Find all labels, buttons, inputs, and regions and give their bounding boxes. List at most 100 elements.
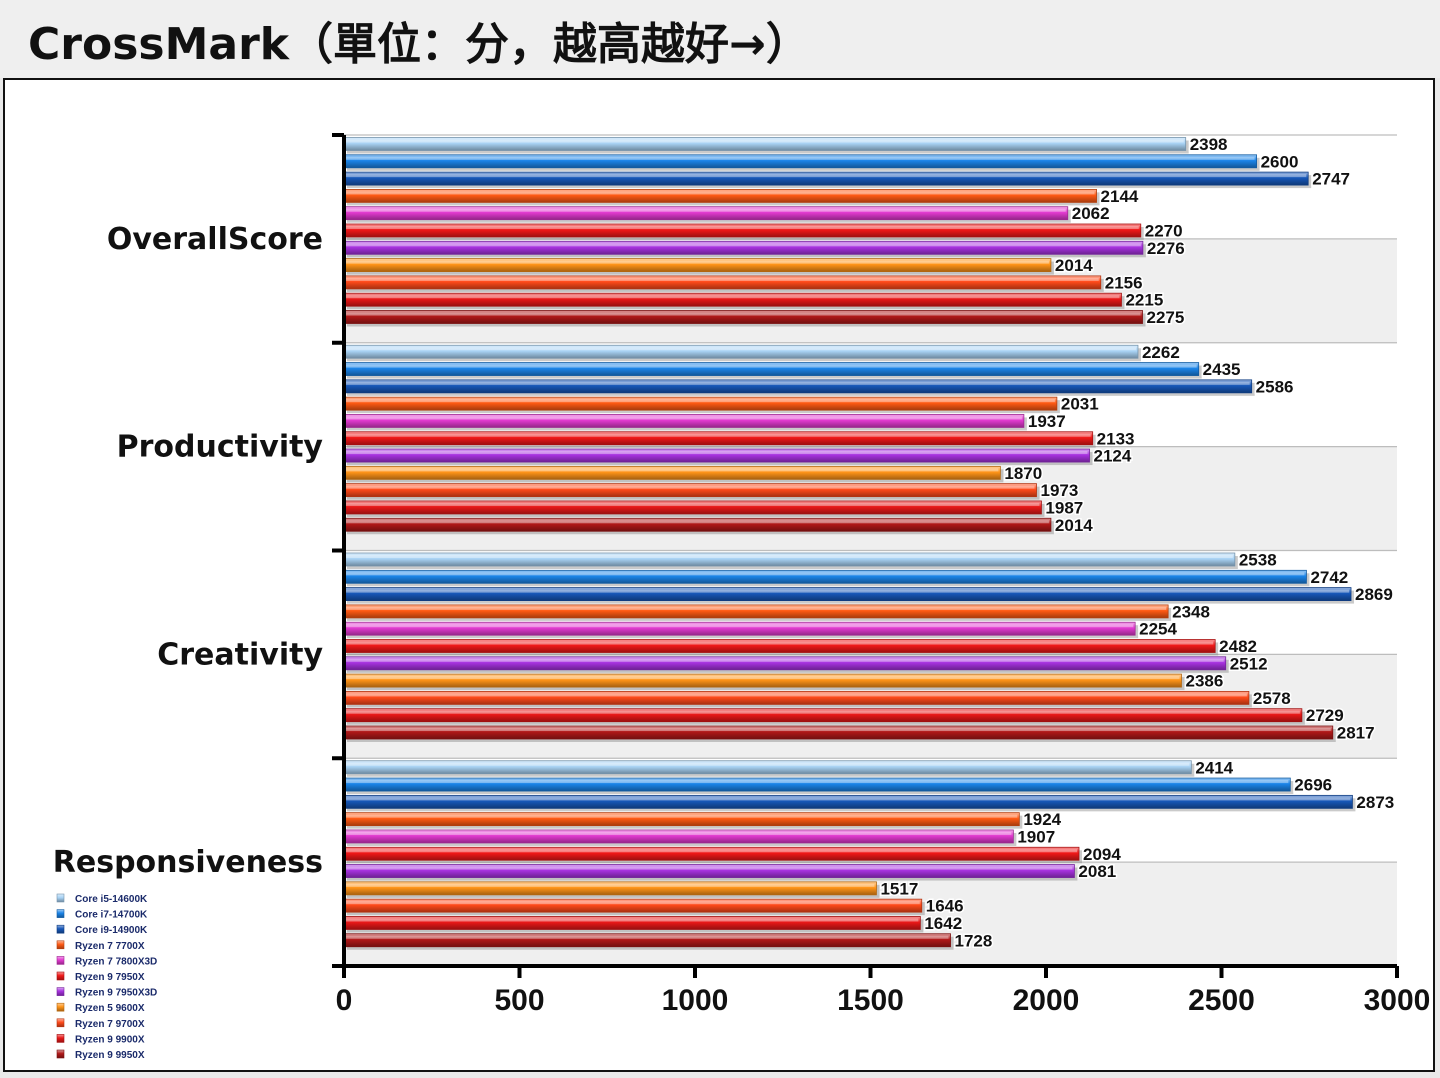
value-label: 2578: [1253, 689, 1291, 708]
bar: [343, 587, 1352, 602]
value-label: 2869: [1355, 585, 1393, 604]
bar-highlight: [346, 451, 1088, 455]
value-label: 2276: [1147, 239, 1185, 258]
value-label: 2747: [1312, 170, 1350, 189]
value-label: 1646: [926, 897, 964, 916]
bar-highlight: [346, 728, 1331, 731]
bar-highlight: [346, 641, 1214, 645]
legend: Core i5-14600K Core i7-14700K Core i9-1490…: [56, 893, 157, 1061]
legend-swatch: [56, 909, 65, 918]
value-label: 1870: [1004, 464, 1042, 483]
bar-highlight: [346, 849, 1077, 853]
bar: [343, 465, 1001, 480]
bar: [343, 154, 1257, 169]
axes: 0 500 1000 1500 2000 2500 3000: [332, 133, 1431, 1017]
bar-highlight: [346, 468, 999, 472]
legend-entry: Core i9-14900K: [75, 925, 148, 936]
bar: [343, 656, 1227, 671]
value-label: 2414: [1195, 758, 1233, 777]
bar-highlight: [346, 399, 1055, 403]
x-tick-label: 3000: [1364, 984, 1431, 1017]
value-label: 2729: [1306, 706, 1344, 725]
bar-highlight: [346, 191, 1095, 195]
bar: [343, 846, 1080, 861]
bar: [343, 344, 1139, 359]
bar-highlight: [346, 658, 1224, 662]
bar-highlight: [346, 676, 1180, 680]
legend-entry: Ryzen 5 9600X: [75, 1003, 145, 1014]
bar: [343, 223, 1142, 238]
value-label: 2262: [1142, 343, 1180, 362]
plot-bands: [344, 238, 1397, 966]
bar: [343, 881, 877, 896]
legend-entry: Core i7-14700K: [75, 910, 148, 921]
bar: [343, 292, 1122, 307]
value-label: 1642: [924, 914, 962, 933]
legend-entry: Core i5-14600K: [75, 894, 148, 905]
value-label: 1728: [955, 931, 993, 950]
bar: [343, 621, 1136, 636]
value-label: 2348: [1172, 602, 1210, 621]
value-label: 2081: [1078, 862, 1116, 881]
value-label: 2014: [1055, 256, 1093, 275]
category-label: Responsiveness: [53, 845, 323, 880]
bar: [343, 569, 1307, 584]
value-label: 2696: [1294, 776, 1332, 795]
bar-highlight: [346, 156, 1255, 160]
plot-band: [344, 862, 1397, 966]
bar-highlight: [346, 883, 875, 887]
value-label: 2144: [1101, 187, 1139, 206]
category-label: Creativity: [157, 637, 323, 672]
bar-highlight: [346, 866, 1073, 870]
legend-swatch: [56, 1049, 65, 1059]
bar: [343, 708, 1303, 723]
value-label: 2094: [1083, 845, 1121, 864]
legend-swatch: [56, 1018, 65, 1028]
legend-entry: Ryzen 9 7950X: [75, 972, 145, 983]
bar: [343, 362, 1200, 376]
bar-highlight: [346, 364, 1197, 368]
x-tick-label: 0: [336, 984, 353, 1017]
bar: [343, 275, 1102, 290]
value-label: 2538: [1239, 551, 1277, 570]
value-label: 2586: [1256, 377, 1294, 396]
bar-highlight: [346, 226, 1139, 229]
legend-swatch: [56, 1002, 65, 1012]
bar-highlight: [346, 416, 1022, 420]
x-tick-label: 2500: [1188, 984, 1255, 1017]
legend-entry: Ryzen 7 9700X: [75, 1019, 145, 1030]
bar-highlight: [346, 589, 1350, 593]
legend-swatch: [56, 924, 65, 934]
plot-band: [344, 238, 1397, 343]
bar-highlight: [346, 624, 1134, 628]
bar-highlight: [346, 814, 1018, 818]
bar-highlight: [346, 312, 1141, 316]
legend-swatch: [56, 940, 65, 950]
bar: [343, 829, 1014, 844]
value-label: 1973: [1041, 481, 1079, 500]
bar: [343, 691, 1250, 705]
value-label: 2062: [1072, 204, 1110, 223]
bar-highlight: [346, 243, 1141, 247]
bar: [343, 240, 1144, 255]
legend-swatch: [56, 893, 65, 903]
bars: [343, 137, 1356, 950]
bar: [343, 448, 1090, 463]
bar-highlight: [346, 208, 1066, 212]
bar-highlight: [346, 572, 1305, 576]
bar-highlight: [346, 693, 1247, 697]
legend-swatch: [56, 971, 65, 981]
legend-entry: Ryzen 9 9900X: [75, 1034, 145, 1045]
bar: [343, 898, 923, 913]
value-label: 2014: [1055, 516, 1093, 535]
bar: [343, 916, 921, 930]
bar-highlight: [346, 555, 1233, 558]
value-label: 2817: [1337, 724, 1375, 743]
bar-highlight: [346, 260, 1049, 264]
value-label: 2398: [1190, 135, 1228, 154]
bar-highlight: [346, 502, 1040, 506]
bar: [343, 396, 1058, 411]
bar-highlight: [346, 762, 1190, 766]
